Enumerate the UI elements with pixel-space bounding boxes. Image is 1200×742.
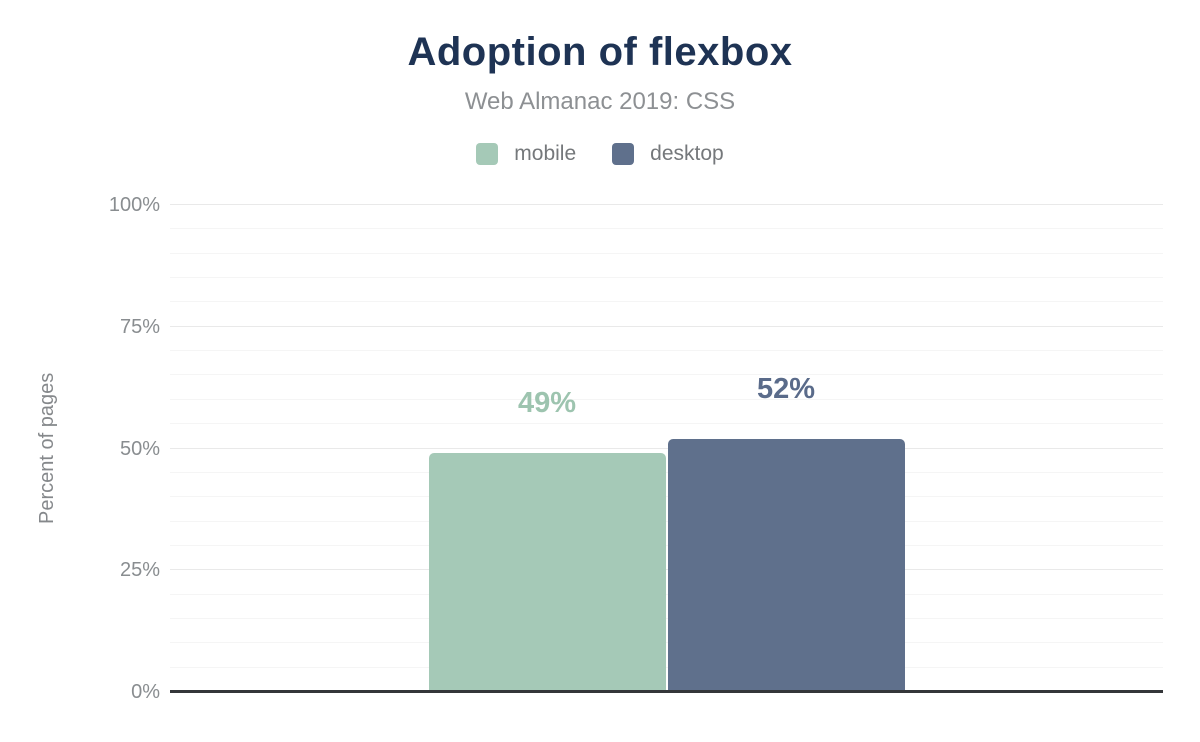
- plot-area: 49% 52%: [170, 204, 1163, 692]
- bar-value-label-desktop: 52%: [756, 372, 816, 405]
- legend-label-desktop: desktop: [650, 142, 724, 165]
- gridline-75-major: [170, 325, 1163, 327]
- legend-label-mobile: mobile: [514, 142, 577, 165]
- gridline-45-minor: [170, 471, 1163, 473]
- gridline-25-major: [170, 569, 1163, 571]
- legend-swatch-desktop: [612, 143, 635, 165]
- gridline-40-minor: [170, 496, 1163, 498]
- y-tick-0: 0%: [131, 681, 160, 703]
- gridline-20-minor: [170, 593, 1163, 595]
- gridline-80-minor: [170, 301, 1163, 303]
- gridline-55-minor: [170, 423, 1163, 425]
- gridline-15-minor: [170, 617, 1163, 619]
- gridline-90-minor: [170, 252, 1163, 254]
- gridline-100-major: [170, 204, 1163, 205]
- legend-item-mobile: mobile: [476, 142, 576, 166]
- gridline-35-minor: [170, 520, 1163, 522]
- legend-swatch-mobile: [476, 143, 499, 165]
- y-tick-75: 75%: [119, 315, 160, 338]
- gridline-5-minor: [170, 666, 1163, 668]
- y-tick-100: 100%: [108, 194, 160, 216]
- gridline-70-minor: [170, 350, 1163, 352]
- chart-subtitle: Web Almanac 2019: CSS: [464, 88, 736, 115]
- x-axis-line: [170, 690, 1163, 693]
- gridline-65-minor: [170, 374, 1163, 376]
- gridline-30-minor: [170, 544, 1163, 546]
- gridline-50-major: [170, 447, 1163, 449]
- y-tick-25: 25%: [119, 559, 160, 582]
- bar-desktop[interactable]: [667, 438, 905, 692]
- chart-title: Adoption of flexbox: [407, 30, 793, 74]
- bar-value-label-mobile: 49%: [517, 387, 577, 420]
- legend-item-desktop: desktop: [612, 142, 724, 166]
- legend: mobile desktop: [0, 142, 1200, 166]
- gridline-60-minor: [170, 398, 1163, 400]
- y-tick-50: 50%: [119, 437, 160, 460]
- gridline-10-minor: [170, 642, 1163, 644]
- bar-mobile[interactable]: [428, 453, 666, 692]
- gridline-85-minor: [170, 277, 1163, 279]
- gridline-95-minor: [170, 228, 1163, 230]
